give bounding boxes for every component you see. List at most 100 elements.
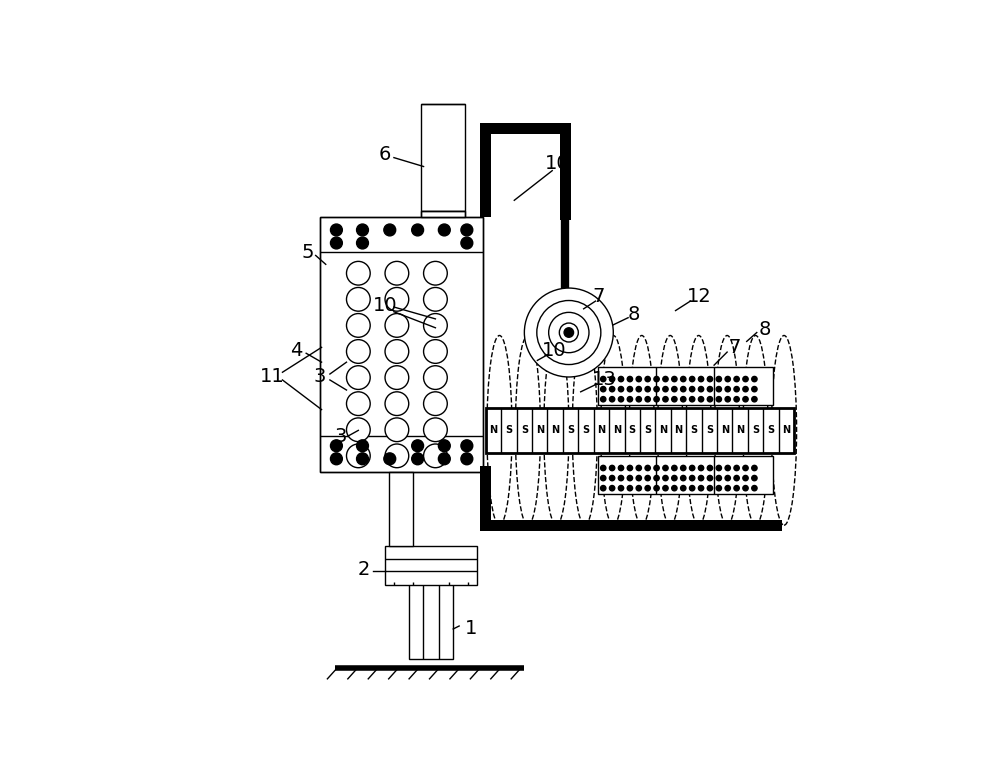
Bar — [385, 546, 477, 584]
Circle shape — [601, 387, 606, 392]
Circle shape — [559, 323, 578, 342]
Circle shape — [645, 377, 650, 382]
Circle shape — [663, 377, 668, 382]
Text: 4: 4 — [290, 341, 302, 360]
Text: 11: 11 — [260, 367, 285, 387]
Circle shape — [716, 475, 721, 480]
Circle shape — [654, 486, 659, 490]
Circle shape — [385, 418, 409, 442]
Circle shape — [645, 387, 650, 392]
Circle shape — [357, 440, 368, 452]
Circle shape — [716, 377, 721, 382]
Circle shape — [689, 486, 695, 490]
Circle shape — [636, 486, 641, 490]
Circle shape — [357, 237, 368, 249]
Circle shape — [601, 377, 606, 382]
Circle shape — [601, 397, 606, 402]
Bar — [480, 134, 491, 217]
Circle shape — [663, 486, 668, 490]
Circle shape — [743, 465, 748, 470]
Bar — [320, 217, 483, 472]
Text: N: N — [613, 425, 621, 435]
Circle shape — [424, 392, 447, 416]
Circle shape — [698, 486, 704, 490]
Bar — [598, 456, 773, 494]
Circle shape — [564, 328, 574, 337]
Text: S: S — [582, 425, 590, 435]
Circle shape — [681, 486, 686, 490]
Circle shape — [346, 418, 370, 442]
Circle shape — [689, 377, 695, 382]
Circle shape — [689, 475, 695, 480]
Circle shape — [412, 440, 424, 452]
Text: 12: 12 — [687, 287, 712, 306]
Text: N: N — [536, 425, 544, 435]
Circle shape — [707, 475, 713, 480]
Circle shape — [424, 444, 447, 467]
Circle shape — [636, 377, 641, 382]
Circle shape — [601, 465, 606, 470]
Circle shape — [461, 237, 473, 249]
Text: 6: 6 — [379, 146, 391, 164]
Circle shape — [618, 475, 624, 480]
Text: S: S — [644, 425, 651, 435]
Bar — [560, 123, 571, 220]
Circle shape — [707, 397, 713, 402]
Circle shape — [618, 397, 624, 402]
Text: 3: 3 — [334, 427, 347, 446]
Circle shape — [752, 465, 757, 470]
Text: S: S — [521, 425, 528, 435]
Circle shape — [725, 377, 730, 382]
Circle shape — [645, 486, 650, 490]
Circle shape — [330, 453, 342, 465]
Text: N: N — [551, 425, 559, 435]
Text: N: N — [659, 425, 667, 435]
Text: N: N — [597, 425, 605, 435]
Text: S: S — [629, 425, 636, 435]
Text: S: S — [690, 425, 697, 435]
Circle shape — [346, 313, 370, 337]
Circle shape — [743, 486, 748, 490]
Circle shape — [346, 340, 370, 363]
Circle shape — [549, 313, 589, 353]
Circle shape — [385, 392, 409, 416]
Circle shape — [385, 340, 409, 363]
Circle shape — [725, 475, 730, 480]
Circle shape — [654, 387, 659, 392]
Circle shape — [734, 465, 739, 470]
Circle shape — [698, 397, 704, 402]
Circle shape — [716, 387, 721, 392]
Circle shape — [672, 387, 677, 392]
Circle shape — [357, 224, 368, 236]
Circle shape — [689, 397, 695, 402]
Circle shape — [424, 340, 447, 363]
Circle shape — [672, 475, 677, 480]
Circle shape — [618, 387, 624, 392]
Circle shape — [636, 465, 641, 470]
Text: N: N — [674, 425, 683, 435]
Circle shape — [716, 397, 721, 402]
Circle shape — [734, 377, 739, 382]
Circle shape — [698, 377, 704, 382]
Text: S: S — [505, 425, 513, 435]
Circle shape — [734, 486, 739, 490]
Circle shape — [689, 465, 695, 470]
Circle shape — [734, 475, 739, 480]
Circle shape — [716, 486, 721, 490]
Circle shape — [330, 224, 342, 236]
Circle shape — [645, 397, 650, 402]
Circle shape — [672, 377, 677, 382]
Circle shape — [424, 366, 447, 390]
Circle shape — [672, 397, 677, 402]
Circle shape — [752, 475, 757, 480]
Circle shape — [627, 377, 633, 382]
Circle shape — [707, 486, 713, 490]
Circle shape — [627, 387, 633, 392]
Circle shape — [461, 453, 473, 465]
Circle shape — [385, 313, 409, 337]
Circle shape — [681, 377, 686, 382]
Circle shape — [707, 465, 713, 470]
Circle shape — [357, 453, 368, 465]
Bar — [421, 104, 465, 211]
Circle shape — [346, 444, 370, 467]
